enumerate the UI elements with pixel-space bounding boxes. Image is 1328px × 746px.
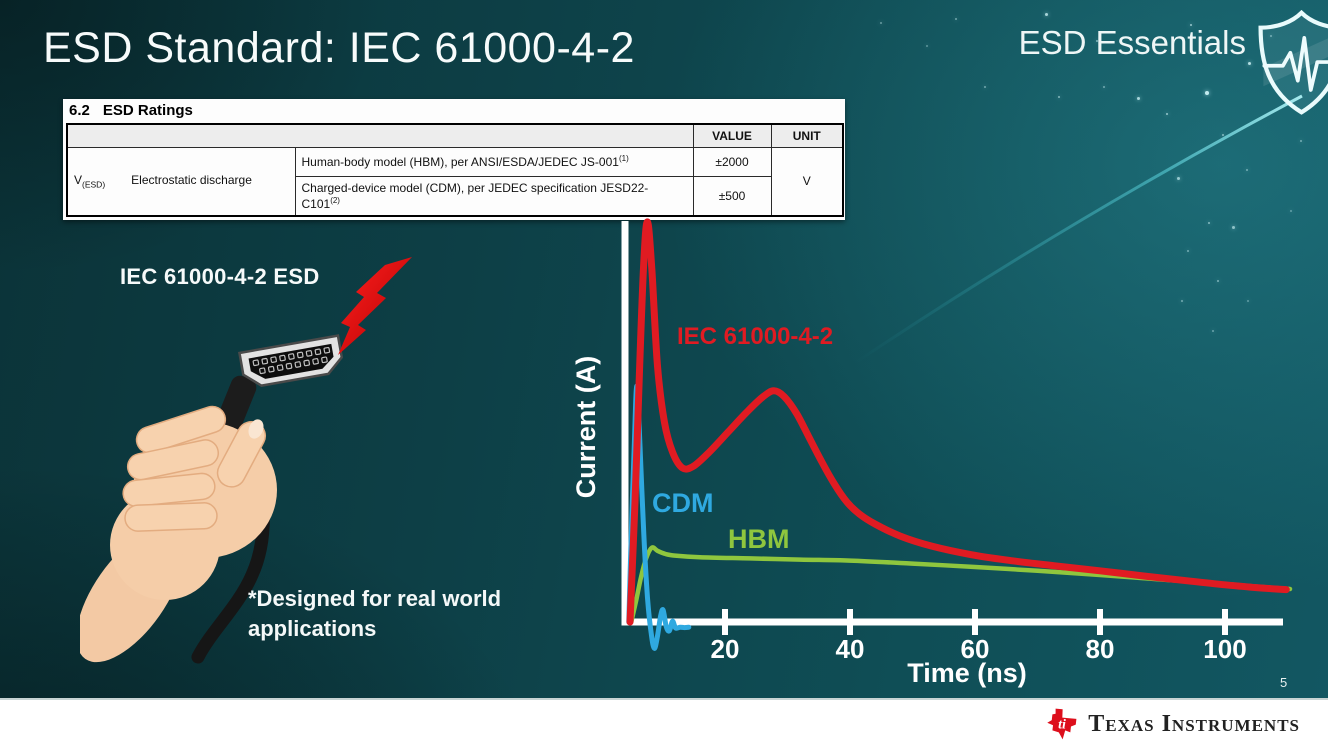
table-row: Charged-device model (CDM), per JEDEC sp…: [67, 176, 843, 217]
star-dot: [1205, 91, 1209, 95]
star-dot: [1246, 169, 1248, 171]
svg-text:ti: ti: [1058, 716, 1066, 732]
star-dot: [1187, 250, 1189, 252]
x-tick-label: 100: [1203, 634, 1246, 664]
star-dot: [1247, 300, 1249, 302]
esd-shield-pulse-icon: [1258, 10, 1328, 115]
param-name: Electrostatic discharge: [131, 172, 252, 187]
star-dot: [1166, 113, 1168, 115]
ti-logo: ti Texas Instruments: [1046, 707, 1300, 741]
star-dot: [1190, 24, 1192, 26]
star-dot: [1248, 62, 1251, 65]
header-value: VALUE: [692, 123, 772, 148]
y-axis-title: Current (A): [571, 356, 601, 499]
x-tick-label: 80: [1086, 634, 1115, 664]
hdmi-connector-icon: [238, 334, 344, 387]
curve-label-hbm: HBM: [728, 524, 790, 554]
hand: [80, 405, 277, 663]
star-dot: [1181, 300, 1183, 302]
cdm-description: Charged-device model (CDM), per JEDEC sp…: [294, 176, 694, 217]
star-dot: [1208, 222, 1210, 224]
hand-esd-illustration: [80, 257, 412, 664]
section-number: 6.2: [69, 102, 90, 119]
curve-label-cdm: CDM: [652, 488, 714, 518]
star-dot: [926, 45, 928, 47]
datasheet-snippet: 6.2 ESD Ratings VALUE UNIT V(ESD) Electro…: [63, 99, 845, 220]
x-tick-label: 60: [961, 634, 990, 664]
curve-iec-61000-4-2: [626, 218, 1290, 626]
star-dot: [984, 86, 986, 88]
datasheet-section-title: 6.2 ESD Ratings: [66, 101, 842, 123]
unit-cell: V: [770, 147, 844, 217]
star-dot: [1212, 330, 1214, 332]
star-dot: [1096, 40, 1098, 42]
hbm-value: ±2000: [692, 147, 772, 177]
section-name: ESD Ratings: [102, 102, 193, 119]
star-dot: [1045, 13, 1048, 16]
page-number: 5: [1280, 675, 1288, 690]
esd-ratings-table: VALUE UNIT V(ESD) Electrostatic discharge…: [66, 123, 844, 217]
star-dot: [1177, 177, 1180, 180]
table-row: V(ESD) Electrostatic discharge Human-body…: [66, 147, 844, 217]
param-symbol: V(ESD): [74, 172, 106, 190]
curve-label-iec-61000-4-2: IEC 61000-4-2: [677, 323, 833, 350]
footer-bar: ti Texas Instruments: [0, 698, 1328, 746]
hbm-description: Human-body model (HBM), per ANSI/ESDA/JE…: [294, 147, 694, 177]
ti-logo-text: Texas Instruments: [1088, 710, 1300, 737]
header-blank-cell: [66, 123, 694, 148]
star-dot: [1103, 86, 1105, 88]
star-dot: [955, 18, 957, 20]
star-dot: [1222, 134, 1224, 136]
x-tick-label: 40: [836, 634, 865, 664]
star-dot: [1137, 97, 1140, 100]
star-dot: [1232, 226, 1235, 229]
star-dot: [1290, 210, 1292, 212]
note-text: *Designed for real world applications: [248, 586, 502, 641]
header-unit: UNIT: [770, 123, 844, 148]
star-dot: [1300, 140, 1302, 142]
illustration-label: IEC 61000-4-2 ESD: [120, 264, 320, 289]
page-title: ESD Standard: IEC 61000-4-2: [43, 24, 635, 72]
esd-waveform-chart: 20 40 60 80 100 Time (ns) Current (A) IEC 61000…: [571, 218, 1293, 688]
parameter-cell: V(ESD) Electrostatic discharge: [66, 147, 296, 217]
x-axis-title: Time (ns): [907, 658, 1027, 688]
star-dot: [1270, 35, 1272, 37]
cdm-value: ±500: [692, 176, 772, 217]
star-dot: [1058, 96, 1060, 98]
star-dot: [1217, 280, 1219, 282]
table-header-row: VALUE UNIT: [66, 123, 844, 148]
brand-title: ESD Essentials: [1018, 24, 1246, 61]
thumb-nail: [248, 419, 264, 439]
lightning-bolt-icon: [338, 257, 412, 355]
star-dot: [880, 22, 882, 24]
x-tick-label: 20: [711, 634, 740, 664]
ti-logo-icon: ti: [1047, 708, 1077, 740]
